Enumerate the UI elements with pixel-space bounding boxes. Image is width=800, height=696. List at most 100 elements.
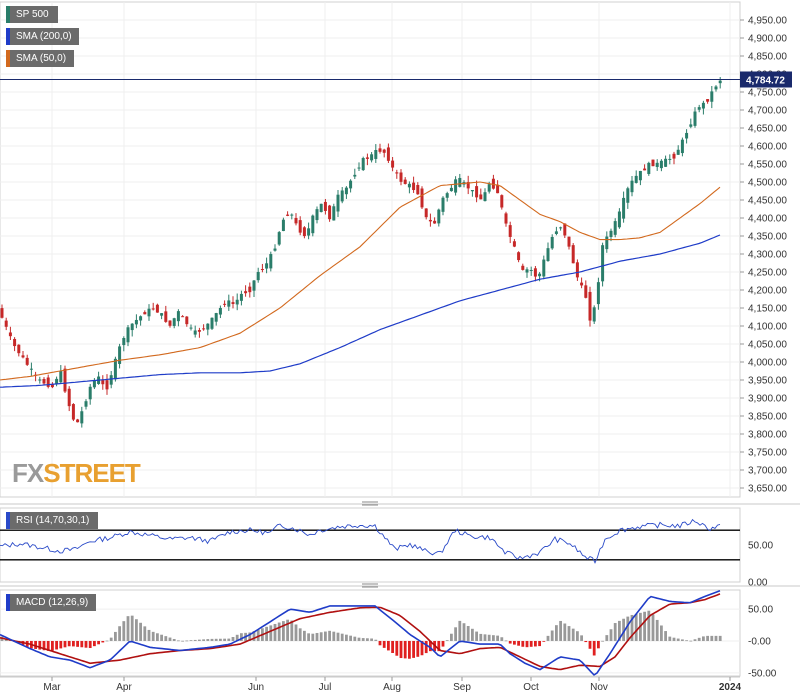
price-ytick-label: 4,050.00 (748, 340, 787, 351)
macd-histogram-bar (349, 635, 352, 641)
macd-histogram-bar (458, 620, 462, 641)
price-candle-body (580, 282, 584, 286)
rsi-panel: 50.00 0.00 (0, 507, 773, 589)
price-candle-body (433, 220, 437, 224)
macd-histogram-bar (462, 623, 466, 641)
price-ytick-label: 4,900.00 (748, 34, 787, 45)
price-candle-body (365, 157, 369, 159)
macd-histogram-bar (706, 635, 709, 641)
price-ytick-label: 3,950.00 (748, 376, 787, 387)
price-candle-body (59, 371, 63, 383)
macd-histogram-bar (529, 640, 533, 647)
macd-histogram-bar (210, 638, 214, 641)
macd-histogram-bar (219, 638, 222, 641)
macd-histogram-bar (374, 639, 378, 641)
price-candle-body (155, 304, 159, 313)
price-candle-body (689, 124, 693, 127)
price-candle-body (252, 280, 256, 291)
price-ytick-label: 4,650.00 (748, 124, 787, 135)
price-candle-body (147, 308, 151, 317)
price-candle-body (538, 273, 542, 277)
macd-histogram-bar (534, 640, 537, 647)
legend-sma50-swatch (6, 50, 10, 67)
macd-histogram-bar (256, 629, 260, 641)
macd-histogram-bar (42, 640, 46, 651)
price-candle-body (420, 188, 424, 208)
price-ytick-label: 3,800.00 (748, 430, 787, 441)
price-candle-body (659, 160, 663, 169)
price-candle-body (130, 323, 134, 331)
macd-histogram-bar (34, 640, 37, 649)
legend-macd-label: MACD (12,26,9) (16, 597, 89, 608)
price-candle-body (500, 195, 504, 208)
price-candle-body (319, 203, 323, 213)
macd-histogram-bar (508, 640, 512, 644)
macd-histogram-bar (361, 638, 365, 641)
macd-histogram-bar (324, 631, 327, 641)
macd-histogram-bar (483, 634, 487, 641)
price-candle-body (76, 419, 80, 423)
legend-macd-swatch (6, 594, 10, 611)
macd-histogram-bar (105, 640, 109, 642)
macd-ytick-label: -50.00 (748, 668, 777, 679)
price-ytick-label: 3,650.00 (748, 484, 787, 495)
macd-histogram-bar (223, 638, 226, 641)
macd-histogram-bar (521, 640, 525, 647)
price-candle-body (8, 332, 12, 337)
price-candle-body (571, 245, 575, 264)
legend-rsi-swatch (6, 512, 10, 529)
macd-histogram-bar (450, 633, 453, 641)
price-candle-body (630, 180, 634, 193)
macd-histogram-bar (345, 634, 348, 641)
macd-histogram-bar (206, 639, 210, 641)
price-candle-body (386, 147, 390, 161)
price-candle-body (403, 179, 407, 184)
x-tick-label: Nov (590, 682, 608, 693)
price-candle-body (529, 269, 533, 271)
price-candle-body (336, 194, 340, 212)
fxstreet-watermark: FXSTREET (12, 458, 141, 489)
legend-sma200-label: SMA (200,0) (16, 31, 72, 42)
macd-histogram-bar (618, 620, 621, 641)
price-candle-body (634, 175, 638, 183)
macd-histogram-bar (399, 640, 403, 659)
macd-histogram-bar (685, 640, 688, 642)
price-candle-body (286, 214, 290, 216)
macd-histogram-bar (622, 618, 625, 641)
price-candle-body (592, 307, 596, 322)
macd-histogram-bar (643, 611, 646, 641)
price-candle-body (601, 245, 605, 282)
price-candle-body (445, 193, 449, 198)
macd-histogram-bar (504, 640, 508, 642)
macd-histogram-bar (38, 640, 42, 650)
price-candle-body (479, 194, 483, 200)
price-candle-body (710, 91, 714, 102)
legend-sp500: SP 500 (6, 6, 58, 23)
price-candle-body (428, 219, 432, 222)
macd-histogram-bar (672, 637, 676, 641)
macd-histogram-bar (63, 640, 67, 648)
macd-histogram-bar (660, 625, 663, 641)
price-ytick-label: 4,350.00 (748, 232, 787, 243)
price-candle-body (487, 184, 491, 192)
price-candle-body (244, 291, 248, 294)
macd-histogram-bar (235, 634, 239, 641)
price-ytick-label: 4,200.00 (748, 286, 787, 297)
macd-histogram-bar (273, 623, 277, 641)
macd-histogram-bar (277, 622, 281, 641)
price-candle-body (567, 236, 571, 247)
macd-histogram-bar (571, 628, 575, 641)
price-plot-area (0, 1, 741, 498)
price-candle-body (349, 180, 353, 189)
macd-histogram-bar (718, 635, 722, 641)
macd-histogram-bar (408, 640, 411, 659)
price-candle-body (416, 184, 420, 195)
price-candle-body (277, 232, 281, 245)
price-candle-body (517, 252, 521, 261)
price-candle-body (269, 254, 273, 269)
price-ytick-label: 4,250.00 (748, 268, 787, 279)
price-candle-body (181, 316, 185, 318)
macd-ytick-label: -0.00 (748, 636, 771, 647)
price-candle-body (67, 388, 71, 407)
price-candle-body (546, 248, 550, 262)
